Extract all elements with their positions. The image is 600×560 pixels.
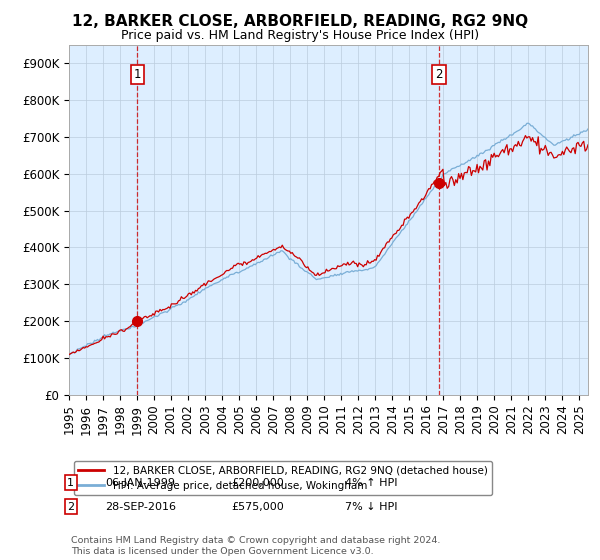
Text: 2: 2 [435,68,443,81]
Text: 7% ↓ HPI: 7% ↓ HPI [345,502,398,512]
Text: 1: 1 [67,478,74,488]
Text: 06-JAN-1999: 06-JAN-1999 [105,478,175,488]
Text: Price paid vs. HM Land Registry's House Price Index (HPI): Price paid vs. HM Land Registry's House … [121,29,479,42]
Text: 4% ↑ HPI: 4% ↑ HPI [345,478,398,488]
Text: Contains HM Land Registry data © Crown copyright and database right 2024.
This d: Contains HM Land Registry data © Crown c… [71,536,440,556]
Text: £200,000: £200,000 [231,478,284,488]
Text: 2: 2 [67,502,74,512]
Text: £575,000: £575,000 [231,502,284,512]
Text: 1: 1 [134,68,141,81]
Legend: 12, BARKER CLOSE, ARBORFIELD, READING, RG2 9NQ (detached house), HPI: Average pr: 12, BARKER CLOSE, ARBORFIELD, READING, R… [74,461,492,495]
Text: 28-SEP-2016: 28-SEP-2016 [105,502,176,512]
Text: 12, BARKER CLOSE, ARBORFIELD, READING, RG2 9NQ: 12, BARKER CLOSE, ARBORFIELD, READING, R… [72,14,528,29]
